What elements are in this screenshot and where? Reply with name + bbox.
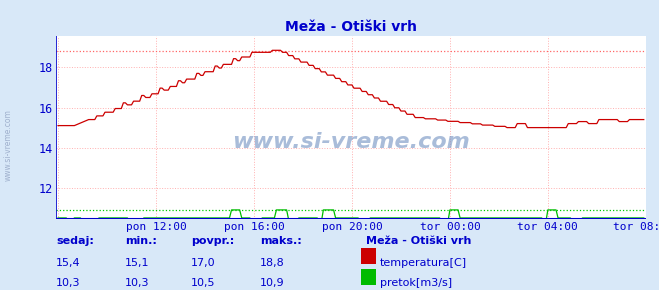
Text: www.si-vreme.com: www.si-vreme.com (4, 109, 13, 181)
Text: 18,8: 18,8 (260, 258, 285, 268)
Text: 10,3: 10,3 (56, 278, 80, 288)
Text: 15,1: 15,1 (125, 258, 150, 268)
Text: sedaj:: sedaj: (56, 236, 94, 246)
Text: Meža - Otiški vrh: Meža - Otiški vrh (366, 236, 471, 246)
Text: 10,3: 10,3 (125, 278, 150, 288)
Text: maks.:: maks.: (260, 236, 302, 246)
Text: povpr.:: povpr.: (191, 236, 235, 246)
Text: 15,4: 15,4 (56, 258, 80, 268)
Text: 17,0: 17,0 (191, 258, 215, 268)
Text: www.si-vreme.com: www.si-vreme.com (232, 132, 470, 152)
Text: 10,9: 10,9 (260, 278, 285, 288)
Text: pretok[m3/s]: pretok[m3/s] (380, 278, 451, 288)
Text: temperatura[C]: temperatura[C] (380, 258, 467, 268)
Text: min.:: min.: (125, 236, 157, 246)
Text: 10,5: 10,5 (191, 278, 215, 288)
Title: Meža - Otiški vrh: Meža - Otiški vrh (285, 20, 417, 34)
